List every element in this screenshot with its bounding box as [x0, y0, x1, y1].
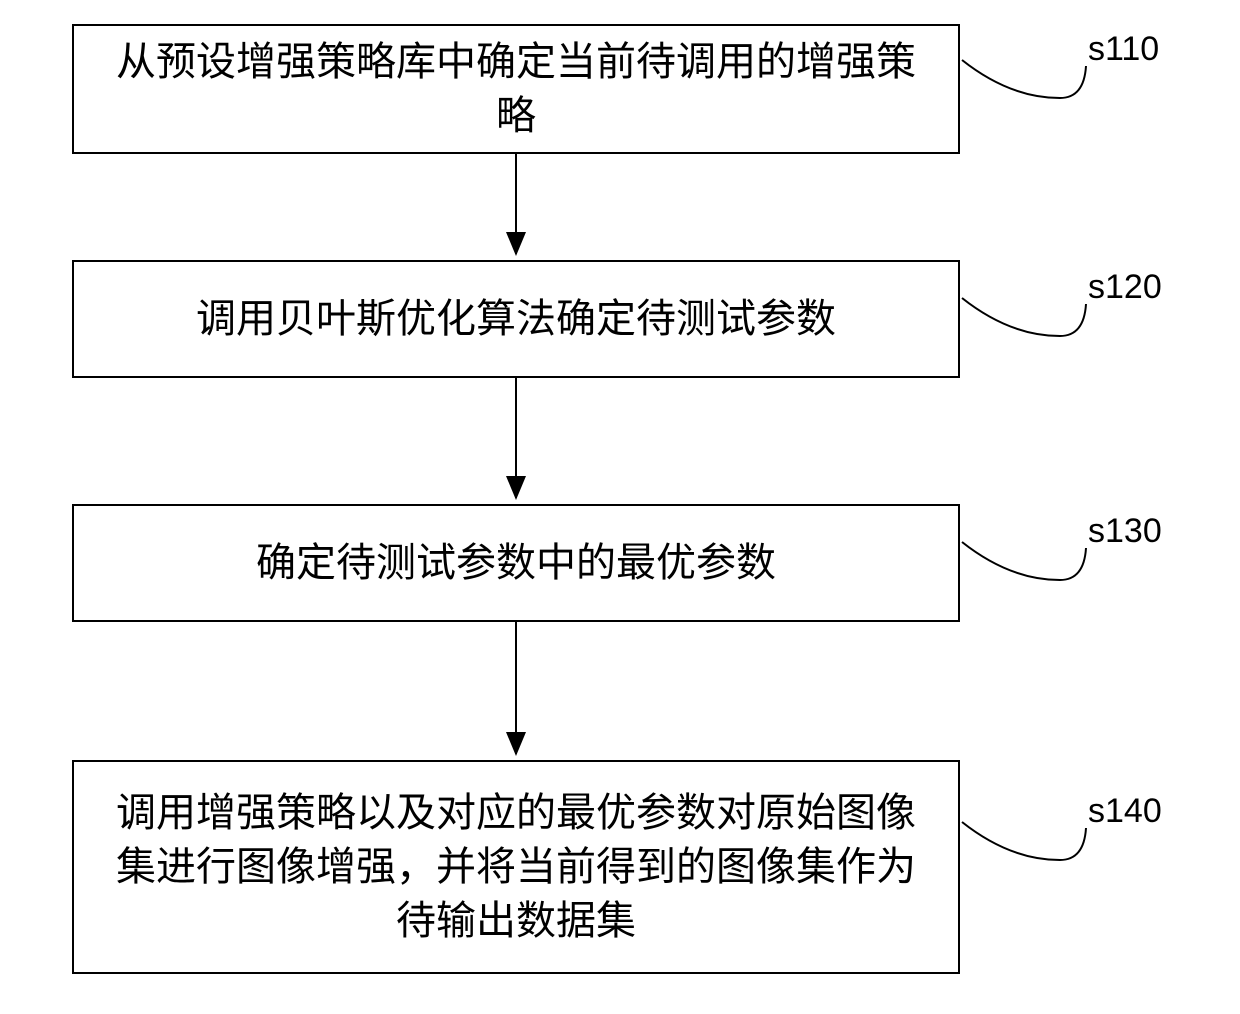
flowchart-canvas: 从预设增强策略库中确定当前待调用的增强策略 调用贝叶斯优化算法确定待测试参数 确… [0, 0, 1240, 1014]
callout-label-4: s140 [1088, 792, 1162, 831]
callout-4 [0, 0, 1240, 1014]
